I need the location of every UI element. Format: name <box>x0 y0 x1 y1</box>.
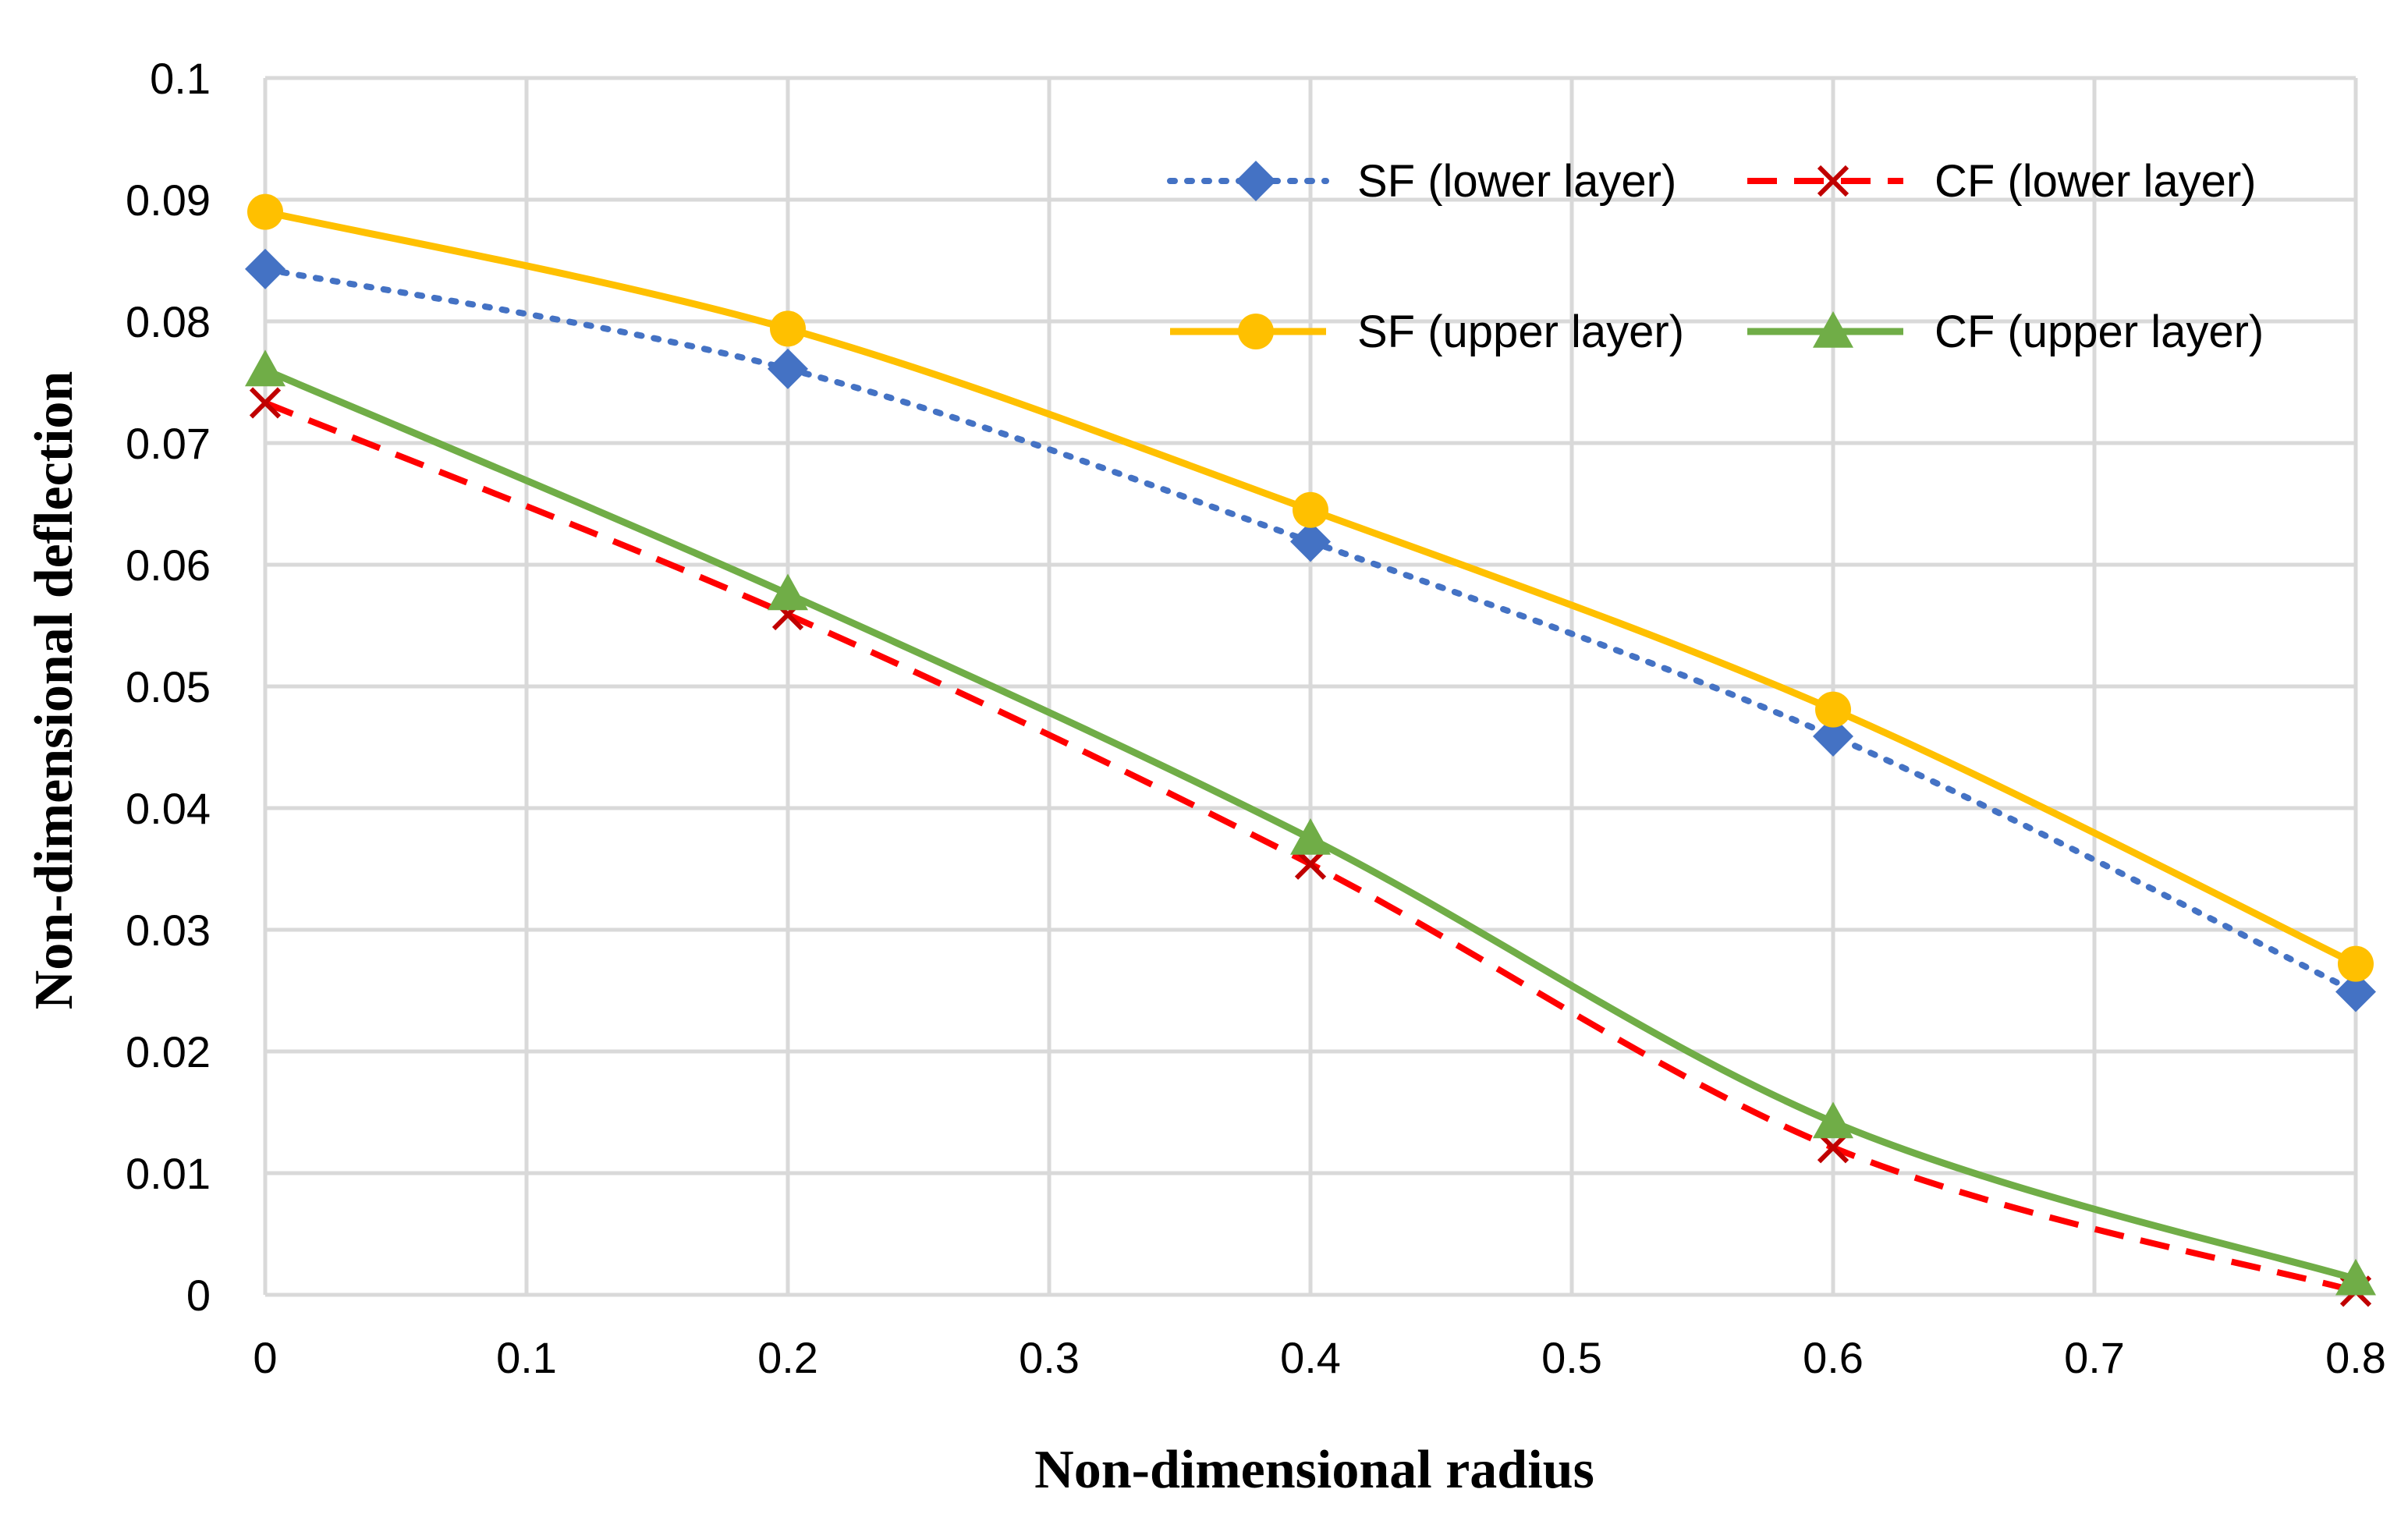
tick-labels: 0 0.1 0.2 0.3 0.4 0.5 0.6 0.7 0.8 0 0.01 0.02 0.03 0.… <box>126 54 2386 1382</box>
series-layer <box>245 193 2376 1307</box>
y-tick-label: 0 <box>186 1271 211 1320</box>
y-tick-label: 0.09 <box>126 176 211 225</box>
y-tick-label: 0.03 <box>126 906 211 955</box>
data-point-series-4 <box>2335 1258 2376 1296</box>
data-point-series-1 <box>1290 521 1331 562</box>
y-tick-label: 0.05 <box>126 662 211 711</box>
data-point-series-1 <box>2335 971 2376 1012</box>
legend-marker <box>1238 314 1274 349</box>
x-tick-label: 0.1 <box>496 1333 557 1382</box>
data-point-series-2 <box>249 387 282 419</box>
y-tick-label: 0.07 <box>126 419 211 468</box>
legend-label: SF (lower layer) <box>1357 156 1676 207</box>
data-point-series-3 <box>2338 945 2374 982</box>
data-point-series-3 <box>247 193 283 230</box>
data-point-series-1 <box>245 248 285 289</box>
data-point-series-3 <box>1293 491 1328 528</box>
x-tick-label: 0 <box>253 1333 277 1382</box>
y-tick-label: 0.01 <box>126 1149 211 1198</box>
data-point-series-1 <box>1813 715 1853 757</box>
legend-label: SF (upper layer) <box>1357 307 1684 357</box>
legend-marker <box>1817 165 1849 197</box>
y-tick-label: 0.06 <box>126 541 211 590</box>
data-point-series-3 <box>770 310 806 347</box>
x-tick-label: 0.8 <box>2325 1333 2386 1382</box>
grid <box>263 76 2358 1297</box>
x-tick-label: 0.4 <box>1280 1333 1341 1382</box>
x-axis-title: Non-dimensional radius <box>1034 1440 1594 1500</box>
x-tick-label: 0.6 <box>1803 1333 1864 1382</box>
x-tick-label: 0.3 <box>1019 1333 1080 1382</box>
legend-label: CF (upper layer) <box>1935 307 2264 357</box>
data-point-series-3 <box>1815 691 1851 728</box>
legend-marker <box>1813 311 1853 348</box>
data-point-series-4 <box>245 349 285 387</box>
y-tick-label: 0.08 <box>126 297 211 346</box>
x-tick-label: 0.5 <box>1541 1333 1602 1382</box>
data-point-series-4 <box>768 573 808 611</box>
y-tick-label: 0.04 <box>126 784 211 833</box>
legend-label: CF (lower layer) <box>1935 156 2257 207</box>
y-axis-title: Non-dimensional deflection <box>24 371 84 1010</box>
x-tick-label: 0.2 <box>757 1333 818 1382</box>
data-point-series-1 <box>768 348 808 389</box>
data-point-series-4 <box>1290 818 1331 855</box>
legend: SF (lower layer) CF (lower layer) SF (uppe… <box>1167 156 2264 357</box>
y-tick-label: 0.02 <box>126 1027 211 1076</box>
legend-marker <box>1236 161 1276 201</box>
y-tick-label: 0.1 <box>150 54 211 103</box>
data-point-series-4 <box>1813 1101 1853 1139</box>
x-tick-label: 0.7 <box>2064 1333 2125 1382</box>
